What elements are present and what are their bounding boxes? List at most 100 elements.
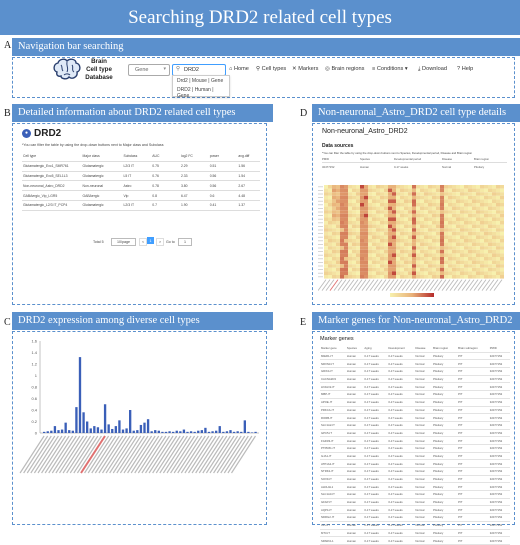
- bar[interactable]: [89, 428, 92, 433]
- table-row[interactable]: LINGO2-IT Human 0-17 weeks 0-17 weeks Normal…: [320, 382, 510, 392]
- table-row[interactable]: APOE-IT Human 0-17 weeks 0-17 weeks Normal Pi…: [320, 398, 510, 407]
- bar[interactable]: [121, 429, 125, 433]
- nav-download[interactable]: ⤓ Download: [418, 66, 447, 72]
- bar[interactable]: [179, 431, 182, 433]
- table-row[interactable]: GFAP-IT Human 0-17 weeks 0-17 weeks Normal Pi…: [320, 498, 510, 507]
- bar[interactable]: [132, 430, 135, 433]
- suggestion-item[interactable]: DRD2 | Human | Gene: [177, 87, 214, 99]
- marker-gene-cell[interactable]: SLC1A3-IT: [320, 490, 346, 499]
- bar[interactable]: [93, 426, 96, 433]
- marker-gene-cell[interactable]: AQP4-IT: [320, 505, 346, 515]
- table-row[interactable]: FGFR3-IT Human 0-17 weeks 0-17 weeks Normal P…: [320, 436, 510, 445]
- bar[interactable]: [240, 431, 243, 433]
- bar[interactable]: [100, 429, 103, 433]
- marker-gene-cell[interactable]: RORB-IT: [320, 413, 346, 422]
- table-row[interactable]: MBP-IT Human 0-17 weeks 0-17 weeks Normal Pit…: [320, 390, 510, 399]
- bar[interactable]: [164, 431, 168, 433]
- bar[interactable]: [172, 431, 175, 433]
- table-row[interactable]: SOX9-IT Human 0-17 weeks 0-17 weeks Normal Pi…: [320, 475, 510, 484]
- table-row[interactable]: GRIK4-IT Human 0-17 weeks 0-17 weeks Normal P…: [320, 367, 510, 376]
- bar[interactable]: [78, 357, 82, 433]
- table-row[interactable]: GABAergic_Vip_LGR5 GABAergic Vip 0.8 6.47 0.6…: [22, 190, 260, 201]
- goto-input[interactable]: 1: [178, 238, 192, 246]
- table-row[interactable]: Glutamatergic_Exc5_SEL1L3 Glutamatergic L5…: [22, 171, 260, 182]
- marker-gene-cell[interactable]: NRXN3-IT: [320, 359, 346, 369]
- suggestion-item[interactable]: Drd2 | Mouse | Gene: [177, 78, 224, 84]
- bar[interactable]: [50, 430, 53, 433]
- marker-gene-cell[interactable]: MT3-IT: [320, 529, 346, 538]
- bar[interactable]: [225, 431, 229, 433]
- per-page-select[interactable]: 10/page: [111, 238, 136, 246]
- marker-gene-cell[interactable]: SPARCL1: [320, 536, 346, 545]
- bar[interactable]: [157, 430, 160, 433]
- search-type-select[interactable]: Gene ▾: [128, 64, 170, 76]
- table-row[interactable]: SPARCL1 Human 0-17 weeks 0-17 weeks Normal Pi…: [320, 536, 510, 545]
- bar[interactable]: [107, 424, 110, 433]
- bar[interactable]: [211, 431, 214, 433]
- marker-gene-cell[interactable]: CACNA2D3: [320, 375, 346, 384]
- next-page-button[interactable]: >: [156, 238, 165, 246]
- table-row[interactable]: Non-neuronal_Astro_DRD2 Non-neuronal Astro…: [22, 180, 260, 192]
- marker-gene-cell[interactable]: APOE-IT: [320, 398, 346, 407]
- nav-markers[interactable]: ✕ Markers: [292, 66, 319, 72]
- bar[interactable]: [207, 431, 211, 433]
- table-row[interactable]: ATP1A2-IT Human 0-17 weeks 0-17 weeks Normal…: [320, 459, 510, 468]
- bar[interactable]: [136, 430, 139, 433]
- bar[interactable]: [236, 431, 239, 433]
- bar[interactable]: [154, 430, 157, 433]
- marker-gene-cell[interactable]: ALDH1L1: [320, 482, 346, 492]
- bar[interactable]: [193, 431, 196, 433]
- table-row[interactable]: NDRG2-IT Human 0-17 weeks 0-17 weeks Normal P…: [320, 513, 510, 522]
- bar[interactable]: [143, 422, 146, 433]
- table-row[interactable]: GPC5-IT Human 0-17 weeks 0-17 weeks Normal Pi…: [320, 429, 510, 438]
- marker-gene-cell[interactable]: GJA1-IT: [320, 452, 346, 461]
- bar[interactable]: [215, 430, 218, 433]
- bar[interactable]: [60, 429, 64, 433]
- bar[interactable]: [254, 431, 257, 433]
- bar[interactable]: [139, 424, 143, 433]
- bar[interactable]: [247, 431, 250, 433]
- bar[interactable]: [146, 419, 150, 433]
- bar[interactable]: [232, 431, 236, 433]
- bar[interactable]: [197, 430, 200, 433]
- marker-gene-cell[interactable]: LINGO2-IT: [320, 382, 346, 392]
- bar[interactable]: [161, 431, 164, 433]
- bar[interactable]: [71, 430, 74, 433]
- bar[interactable]: [243, 420, 246, 433]
- bar[interactable]: [114, 426, 117, 433]
- nav-cell-types[interactable]: ⚲ Cell types: [256, 66, 287, 72]
- nav-home[interactable]: ⌂ Home: [229, 66, 249, 72]
- table-row[interactable]: Glutamatergic_Exc1_SMR761 Glutamatergic L2…: [22, 161, 260, 172]
- bar[interactable]: [129, 410, 132, 433]
- table-row[interactable]: NRXN3-IT Human 0-17 weeks 0-17 weeks Normal P…: [320, 359, 510, 369]
- marker-gene-cell[interactable]: GFAP-IT: [320, 498, 346, 507]
- bar[interactable]: [57, 430, 60, 433]
- marker-gene-cell[interactable]: SOX9-IT: [320, 475, 346, 484]
- bar[interactable]: [111, 428, 114, 433]
- table-row[interactable]: RORB-IT Human 0-17 weeks 0-17 weeks Normal Pi…: [320, 413, 510, 422]
- bar[interactable]: [186, 431, 189, 433]
- bar[interactable]: [53, 426, 57, 433]
- nav-help[interactable]: ? Help: [457, 66, 474, 72]
- nav-conditions[interactable]: ≡ Conditions ▾: [372, 66, 408, 72]
- bar[interactable]: [96, 427, 100, 433]
- marker-gene-cell[interactable]: MIER1-IT: [320, 352, 346, 361]
- bar[interactable]: [75, 407, 78, 433]
- table-row[interactable]: CACNA2D3 Human 0-17 weeks 0-17 weeks Normal P…: [320, 375, 510, 384]
- table-row[interactable]: PTPRZ1-IT Human 0-17 weeks 0-17 weeks Normal…: [320, 444, 510, 453]
- bar[interactable]: [103, 404, 107, 433]
- page-1-button[interactable]: 1: [147, 237, 154, 244]
- bar[interactable]: [175, 430, 178, 433]
- marker-gene-cell[interactable]: NDRG2-IT: [320, 513, 346, 522]
- marker-gene-cell[interactable]: SLC1A2-IT: [320, 421, 346, 430]
- table-row[interactable]: Glutamatergic_L2/3 IT_PCP4 Glutamatergic L…: [22, 200, 260, 211]
- table-row[interactable]: AQP4-IT Human 0-17 weeks 0-17 weeks Normal Pi…: [320, 505, 510, 515]
- bar[interactable]: [64, 422, 67, 433]
- table-row[interactable]: SLC1A2-IT Human 0-17 weeks 0-17 weeks Normal…: [320, 421, 510, 430]
- marker-gene-cell[interactable]: FGFR3-IT: [320, 436, 346, 445]
- marker-gene-cell[interactable]: NTRK2-IT: [320, 467, 346, 476]
- bar[interactable]: [168, 431, 171, 433]
- bar[interactable]: [125, 428, 128, 433]
- table-row[interactable]: PRKCA-IT Human 0-17 weeks 0-17 weeks Normal P…: [320, 406, 510, 415]
- marker-gene-cell[interactable]: MBP-IT: [320, 390, 346, 399]
